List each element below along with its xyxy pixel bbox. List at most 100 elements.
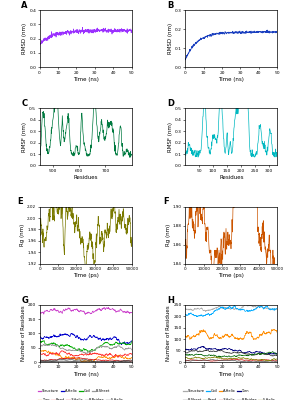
Bend xyxy=(130,352,134,357)
3-Helix xyxy=(232,357,236,362)
Y-axis label: RMSD (nm): RMSD (nm) xyxy=(168,23,173,54)
3-Helix xyxy=(82,356,86,361)
Structure xyxy=(130,310,134,315)
Coil xyxy=(233,302,236,307)
5-Helix xyxy=(276,356,279,361)
A-Helix xyxy=(237,337,241,342)
Coil xyxy=(82,346,86,351)
Bend xyxy=(233,354,237,359)
A-Helix xyxy=(183,334,187,339)
A-Helix xyxy=(82,337,86,342)
A-Helix xyxy=(88,333,91,338)
Structure xyxy=(274,308,277,312)
Turn xyxy=(38,348,41,353)
A-Helix xyxy=(114,334,117,339)
Bend xyxy=(228,354,231,359)
Turn xyxy=(228,346,231,351)
5-Helix xyxy=(274,357,277,362)
Coil xyxy=(130,339,134,344)
Turn xyxy=(276,352,279,356)
Turn xyxy=(130,356,134,360)
Line: A-Helix: A-Helix xyxy=(185,330,277,340)
Y-axis label: Rg (nm): Rg (nm) xyxy=(20,224,25,246)
A-Helix xyxy=(82,338,85,343)
Y-axis label: RMSF (nm): RMSF (nm) xyxy=(22,122,27,152)
X-axis label: Time (ns): Time (ns) xyxy=(218,372,244,376)
Text: B: B xyxy=(167,1,173,10)
Line: Coil: Coil xyxy=(185,305,277,317)
A-Helix xyxy=(276,330,279,335)
X-axis label: Time (ps): Time (ps) xyxy=(73,273,99,278)
Line: 3-Helix: 3-Helix xyxy=(185,359,277,361)
Turn xyxy=(38,348,42,352)
A-Helix xyxy=(233,336,237,341)
B-Sheet xyxy=(271,354,275,358)
Structure xyxy=(93,309,96,314)
Coil xyxy=(228,304,231,309)
Text: A: A xyxy=(21,1,28,10)
A-Helix xyxy=(273,327,276,332)
Coil xyxy=(234,305,237,310)
B-Bridge xyxy=(114,359,117,364)
Text: C: C xyxy=(21,99,27,108)
B-Bridge xyxy=(108,360,112,364)
A-Helix xyxy=(70,331,73,336)
Bend xyxy=(38,350,41,355)
X-axis label: Time (ps): Time (ps) xyxy=(218,273,244,278)
B-Bridge xyxy=(38,358,41,363)
B-Bridge xyxy=(93,359,96,364)
B-Sheet xyxy=(128,346,132,351)
Turn xyxy=(82,358,86,363)
Coil xyxy=(183,312,187,317)
X-axis label: Time (ns): Time (ns) xyxy=(218,77,244,82)
Text: H: H xyxy=(167,296,174,304)
Coil xyxy=(42,338,46,343)
5-Helix xyxy=(183,356,187,360)
Turn xyxy=(233,348,237,352)
Turn xyxy=(266,352,269,357)
5-Helix xyxy=(228,356,231,361)
B-Sheet xyxy=(274,353,277,358)
B-Sheet xyxy=(130,348,134,352)
B-Sheet xyxy=(233,350,237,355)
Structure xyxy=(228,306,231,311)
Bend xyxy=(239,353,242,358)
Structure xyxy=(128,310,132,315)
B-Bridge xyxy=(260,359,263,364)
3-Helix xyxy=(130,358,134,363)
X-axis label: Residues: Residues xyxy=(219,175,243,180)
Coil xyxy=(239,307,242,312)
A-Helix xyxy=(274,328,277,333)
5-Helix xyxy=(130,360,134,364)
Text: G: G xyxy=(21,296,28,304)
B-Sheet xyxy=(228,351,231,356)
Bend xyxy=(82,353,85,358)
Coil xyxy=(276,306,279,311)
B-Sheet xyxy=(259,351,263,356)
5-Helix xyxy=(128,360,132,364)
B-Bridge xyxy=(183,359,187,364)
Y-axis label: Number of Residues: Number of Residues xyxy=(21,306,26,361)
3-Helix xyxy=(82,356,85,361)
B-Sheet xyxy=(114,344,117,349)
Line: B-Bridge: B-Bridge xyxy=(185,360,277,362)
3-Helix xyxy=(228,358,231,362)
5-Helix xyxy=(38,359,41,364)
3-Helix xyxy=(38,357,41,362)
Bend xyxy=(82,352,86,357)
Bend xyxy=(116,355,119,360)
Bend xyxy=(274,351,277,356)
Bend xyxy=(128,351,132,356)
Coil xyxy=(228,304,231,309)
Structure xyxy=(204,309,207,314)
B-Sheet xyxy=(82,350,86,354)
B-Sheet xyxy=(85,351,89,356)
Y-axis label: RMSD (nm): RMSD (nm) xyxy=(22,23,27,54)
Coil xyxy=(93,347,97,352)
A-Helix xyxy=(259,332,263,337)
A-Helix xyxy=(228,335,231,340)
Turn xyxy=(228,346,231,351)
Turn xyxy=(201,344,204,349)
Coil xyxy=(128,342,132,347)
Structure xyxy=(88,310,91,315)
